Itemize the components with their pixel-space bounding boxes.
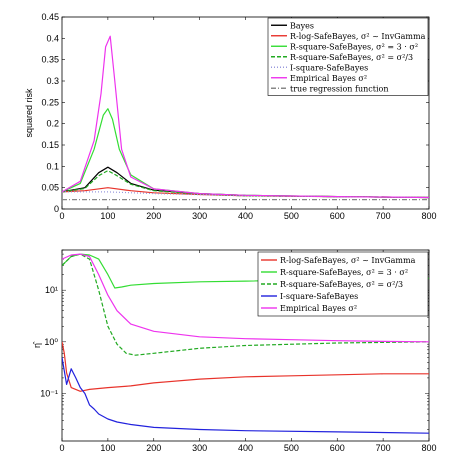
series-line [62, 357, 429, 434]
x-tick-label: 600 [330, 211, 345, 221]
panel-1: 0 100 200 300 400 500 600 700 800 0 0.05 0.1 0.15 0.2… [24, 12, 437, 221]
legend-entry: Empirical Bayes σ² [290, 74, 367, 83]
legend-entry: Bayes [290, 21, 314, 30]
y-axis-label: η̂ [32, 341, 42, 348]
y-tick-label: 10¹ [45, 285, 58, 295]
x-tick-label: 800 [421, 211, 436, 221]
legend-entry: R-square-SafeBayes, σ² = 3 · σ² [280, 268, 408, 277]
legend-entry: R-log-SafeBayes, σ² ~ InvGamma [290, 32, 426, 41]
legend-entry: true regression function [290, 84, 388, 93]
panel-2: 0 100 200 300 400 500 600 700 800 10⁻¹ 10⁰ 10¹ η̂ R-l… [32, 249, 437, 453]
x-tick-label: 800 [421, 443, 436, 453]
x-tick-label: 200 [146, 211, 161, 221]
x-tick-label: 100 [100, 443, 115, 453]
y-tick-label: 0.4 [46, 33, 59, 43]
series-group [62, 35, 429, 201]
legend: R-log-SafeBayes, σ² ~ InvGamma R-square-S… [257, 251, 429, 317]
x-tick-label: 300 [192, 443, 207, 453]
x-tick-label: 700 [376, 211, 391, 221]
legend-entry: R-square-SafeBayes, σ² = σ²/3 [280, 280, 403, 289]
legend-entry: R-log-SafeBayes, σ² ~ InvGamma [280, 256, 416, 265]
y-tick-label: 0.1 [46, 161, 59, 171]
y-tick-label: 0.05 [41, 183, 59, 193]
y-tick-label: 0.45 [41, 12, 59, 22]
legend-entry: Empirical Bayes σ² [280, 304, 357, 313]
series-line [62, 253, 429, 343]
x-tick-label: 400 [238, 211, 253, 221]
y-tick-label: 0.3 [46, 76, 59, 86]
x-tick-label: 500 [284, 211, 299, 221]
series-line [62, 35, 429, 199]
legend-box [267, 17, 429, 96]
x-tick-label: 300 [192, 211, 207, 221]
x-tick-label: 0 [59, 443, 64, 453]
y-tick-label: 0 [54, 204, 59, 214]
y-tick-label: 0.15 [41, 140, 59, 150]
x-tick-label: 700 [376, 443, 391, 453]
legend-entry: I-square-SafeBayes [290, 63, 368, 72]
legend-entry: R-square-SafeBayes, σ² = 3 · σ² [290, 42, 418, 51]
y-tick-label: 10⁻¹ [40, 388, 58, 398]
series-line [62, 191, 429, 199]
x-tick-label: 0 [59, 211, 64, 221]
y-tick-label: 0.35 [41, 55, 59, 65]
legend-box [257, 251, 429, 317]
x-tick-label: 200 [146, 443, 161, 453]
y-tick-label: 0.25 [41, 97, 59, 107]
y-tick-label: 0.2 [46, 119, 59, 129]
legend-entry: R-square-SafeBayes, σ² = σ²/3 [290, 53, 413, 62]
x-tick-label: 500 [284, 443, 299, 453]
y-axis-label: squared risk [24, 88, 34, 138]
x-tick-label: 400 [238, 443, 253, 453]
legend-entry: I-square-SafeBayes [280, 292, 358, 301]
x-tick-label: 100 [100, 211, 115, 221]
series-group [62, 253, 429, 434]
y-tick-label: 10⁰ [44, 337, 58, 347]
x-tick-label: 600 [330, 443, 345, 453]
